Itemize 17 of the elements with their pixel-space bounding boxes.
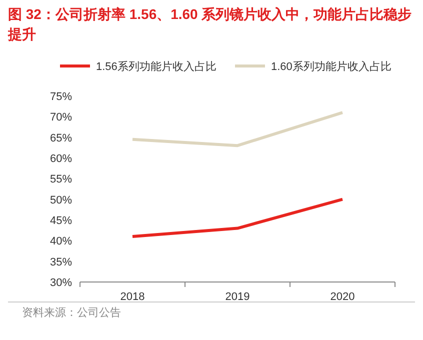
y-tick-label: 45% <box>50 215 72 227</box>
text: 资料来源：公司公告 <box>22 306 121 319</box>
y-tick-label: 35% <box>50 256 72 268</box>
y-tick-label: 65% <box>50 132 72 144</box>
y-tick-label: 70% <box>50 112 72 124</box>
y-tick-label: 40% <box>50 236 72 248</box>
legend-label: 1.56系列功能片收入占比 <box>96 60 216 73</box>
y-tick-label: 55% <box>50 174 72 186</box>
legend-label: 1.60系列功能片收入占比 <box>271 60 392 73</box>
chart-title: 图 32：公司折射率 1.56、1.60 系列镜片收入中，功能片占比稳步提升 <box>8 5 413 44</box>
x-tick-label: 2018 <box>120 291 145 303</box>
x-tick-label: 2019 <box>225 291 250 303</box>
y-tick-label: 50% <box>50 194 72 206</box>
y-tick-label: 30% <box>50 277 72 289</box>
x-tick-label: 2020 <box>330 291 355 303</box>
y-tick-label: 75% <box>50 91 72 103</box>
y-tick-label: 60% <box>50 153 72 165</box>
